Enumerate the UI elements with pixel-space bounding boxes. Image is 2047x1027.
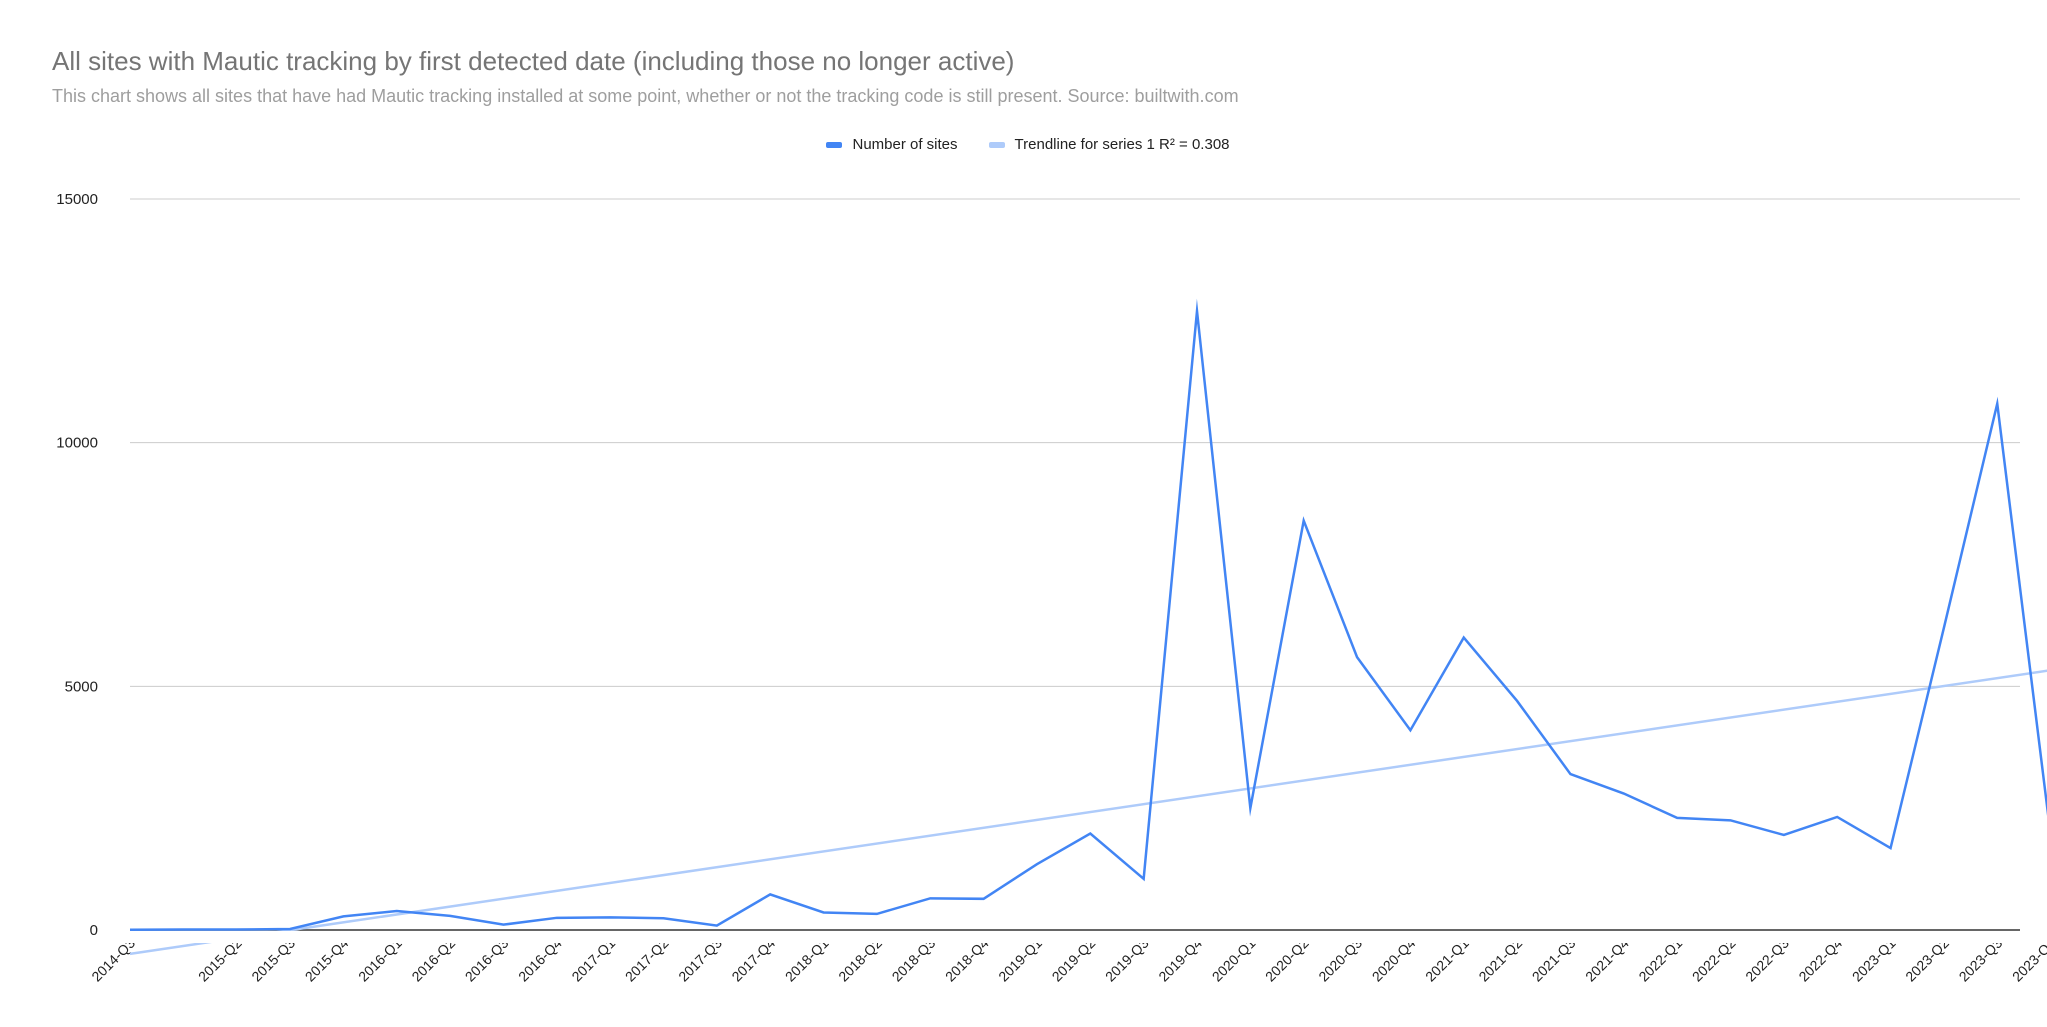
below-axis-mask [120, 931, 2030, 943]
legend-label-trendline: Trendline for series 1 R² = 0.308 [1014, 136, 1230, 153]
y-tick-label-5000: 5000 [65, 678, 98, 695]
legend-swatch-number-of-sites [826, 141, 843, 148]
y-tick-label-10000: 10000 [56, 435, 98, 452]
chart-legend: Number of sites Trendline for series 1 R… [0, 136, 2047, 153]
y-tick-label-0: 0 [90, 922, 98, 939]
legend-swatch-trendline [988, 141, 1005, 148]
legend-item-trendline[interactable]: Trendline for series 1 R² = 0.308 [988, 136, 1230, 153]
series-line-1 [129, 298, 2047, 932]
chart-subtitle: This chart shows all sites that have had… [52, 86, 1239, 106]
legend-item-number-of-sites[interactable]: Number of sites [826, 136, 958, 153]
chart-title: All sites with Mautic tracking by first … [52, 46, 1015, 76]
trendline [129, 669, 2047, 956]
y-tick-label-15000: 15000 [56, 191, 98, 208]
legend-label-number-of-sites: Number of sites [852, 136, 958, 153]
